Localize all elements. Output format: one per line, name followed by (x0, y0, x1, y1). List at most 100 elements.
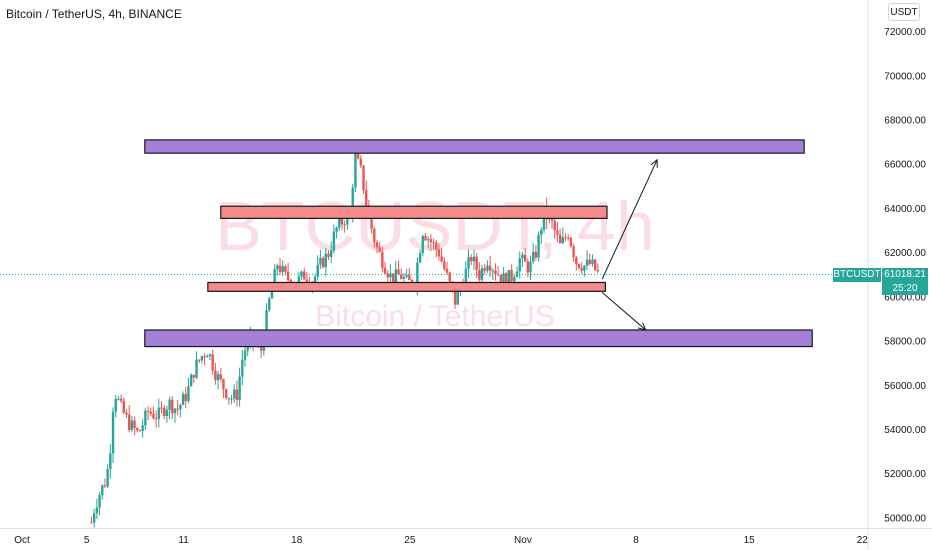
candle-body (98, 494, 101, 508)
candle-body (216, 374, 220, 381)
candle-body (338, 218, 341, 228)
candle-body (103, 485, 107, 487)
candle-body (373, 228, 376, 243)
candle-body (486, 265, 489, 271)
candle-body (95, 507, 99, 514)
candle-body (324, 253, 328, 268)
candle-body (119, 398, 123, 401)
candle-body (397, 269, 400, 275)
candle-body (176, 408, 179, 410)
x-tick-label: 11 (178, 535, 189, 546)
candle-body (138, 430, 142, 432)
candle-body (173, 408, 177, 414)
candle-body (386, 273, 389, 278)
candle-body (400, 274, 403, 279)
x-tick-label: 8 (633, 535, 639, 546)
bullish-projection-arrow-head (650, 158, 658, 168)
candle-body (483, 268, 486, 271)
candle-body (278, 265, 282, 273)
candle-body (505, 273, 508, 286)
y-tick-label: 62000.00 (884, 248, 926, 259)
candle-body (354, 152, 357, 188)
candle-body (540, 229, 543, 235)
y-tick-label: 56000.00 (884, 381, 926, 392)
candle-body (122, 400, 126, 413)
candle-body (375, 242, 379, 248)
candle-body (297, 276, 301, 286)
candle-body (467, 257, 470, 269)
candle-body (332, 231, 336, 251)
candle-body (192, 374, 196, 378)
candle-body (435, 242, 438, 250)
candle-body (227, 397, 231, 399)
x-tick-label: 25 (404, 535, 416, 546)
candle-body (499, 274, 503, 282)
candle-body (577, 263, 581, 268)
candle-body (351, 187, 354, 214)
candle-body (211, 354, 214, 371)
candle-body (394, 269, 398, 284)
candle-body (365, 190, 368, 206)
candle-body (243, 350, 247, 360)
candle-body (146, 410, 150, 412)
y-tick-label: 50000.00 (884, 513, 926, 524)
candle-body (163, 407, 166, 416)
candle-body (270, 288, 274, 299)
candle-body (136, 427, 139, 431)
candle-body (432, 242, 435, 244)
candle-body (502, 273, 505, 282)
candle-body (585, 259, 589, 266)
candle-body (402, 276, 406, 279)
candle-body (179, 404, 182, 410)
x-tick-label: 18 (291, 535, 303, 546)
candle-body (168, 399, 171, 410)
candle-body (340, 218, 344, 225)
candle-body (424, 236, 427, 241)
watermark-description: Bitcoin / TetherUS (315, 300, 555, 333)
candle-body (381, 251, 384, 268)
candle-body (478, 270, 481, 280)
candle-body (233, 389, 236, 399)
y-tick-label: 70000.00 (884, 71, 926, 82)
candle-body (157, 407, 161, 420)
bar-countdown-label: 25:20 (882, 282, 928, 295)
candle-body (405, 274, 408, 277)
candle-body (152, 413, 155, 419)
candle-body (580, 267, 583, 271)
candle-body (408, 274, 411, 281)
candle-body (531, 251, 535, 262)
candle-body (475, 256, 478, 271)
candle-body (109, 453, 112, 470)
candle-body (362, 165, 365, 191)
candle-body (389, 273, 392, 278)
bearish-projection-arrow (601, 292, 647, 331)
candle-body (553, 220, 556, 231)
candle-body (101, 485, 104, 495)
candle-body (127, 414, 131, 430)
candle-body (335, 227, 338, 232)
candle-body (319, 257, 322, 265)
candle-body (437, 249, 441, 257)
candle-body (529, 261, 532, 273)
candle-body (343, 224, 346, 226)
candle-body (305, 279, 309, 283)
candle-body (510, 269, 513, 282)
candle-body (321, 257, 325, 268)
x-tick-label: 22 (857, 535, 869, 546)
candle-body (445, 268, 449, 273)
currency-button[interactable]: USDT (888, 3, 920, 21)
candle-body (491, 270, 494, 272)
candle-body (219, 374, 222, 380)
candle-body (426, 239, 430, 241)
lower-pivot-zone (207, 281, 606, 292)
y-tick-label: 68000.00 (884, 116, 926, 127)
candle-body (596, 269, 600, 272)
candle-body (238, 376, 241, 400)
y-tick-label: 52000.00 (884, 469, 926, 480)
upper-resistance-zone (144, 139, 805, 154)
candle-body (472, 256, 476, 262)
candle-body (230, 398, 233, 400)
candle-body (359, 158, 363, 166)
